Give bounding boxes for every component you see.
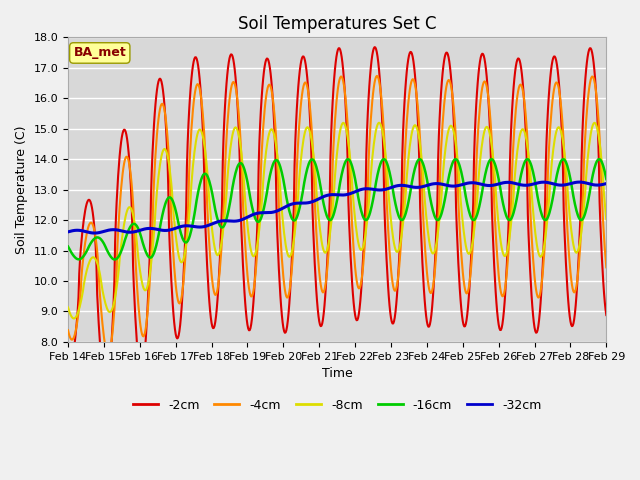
Legend: -2cm, -4cm, -8cm, -16cm, -32cm: -2cm, -4cm, -8cm, -16cm, -32cm (128, 394, 547, 417)
Y-axis label: Soil Temperature (C): Soil Temperature (C) (15, 125, 28, 254)
Title: Soil Temperatures Set C: Soil Temperatures Set C (238, 15, 436, 33)
X-axis label: Time: Time (322, 367, 353, 380)
Text: BA_met: BA_met (74, 47, 126, 60)
